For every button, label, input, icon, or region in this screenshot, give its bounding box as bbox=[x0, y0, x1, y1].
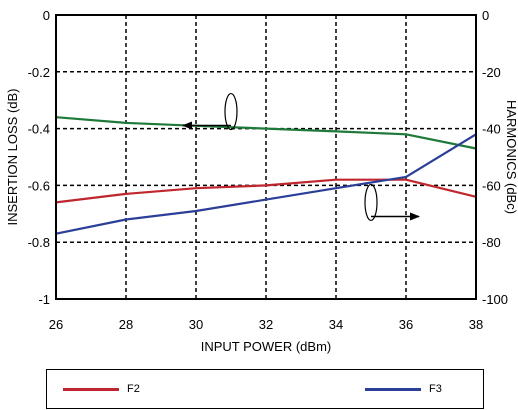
series-line-f2 bbox=[55, 178, 477, 204]
annotation-left-axis-pointer bbox=[182, 92, 238, 131]
y-axis-right-title: HARMONICS (dBc) bbox=[504, 100, 518, 214]
y-right-tick-label: -40 bbox=[482, 122, 501, 137]
series-line-f3 bbox=[55, 133, 477, 235]
x-tick-label: 38 bbox=[469, 317, 483, 332]
legend-item-f3: F3 bbox=[365, 382, 442, 396]
legend-swatch-f2 bbox=[63, 387, 119, 391]
x-tick-label: 26 bbox=[49, 317, 63, 332]
y-right-tick-label: -100 bbox=[482, 292, 508, 307]
y-left-tick-label: -0.4 bbox=[28, 122, 50, 137]
tick-labels: 26 28 30 32 34 36 38 0 0 -0.2 -20 -0.4 -40 -0.6 -60 -0.… bbox=[28, 8, 508, 332]
annotations bbox=[182, 92, 420, 222]
legend-label-f3: F3 bbox=[429, 383, 442, 395]
legend-label-f2: F2 bbox=[127, 383, 140, 395]
y-left-tick-label: -0.2 bbox=[28, 65, 50, 80]
x-tick-label: 32 bbox=[259, 317, 273, 332]
annotation-ellipse bbox=[224, 92, 238, 131]
y-right-tick-label: -80 bbox=[482, 235, 501, 250]
x-tick-label: 28 bbox=[119, 317, 133, 332]
y-left-tick-label: -0.6 bbox=[28, 178, 50, 193]
y-right-tick-label: -60 bbox=[482, 178, 501, 193]
y-left-tick-label: -1 bbox=[38, 292, 50, 307]
annotation-right-axis-pointer bbox=[364, 183, 420, 222]
y-left-tick-label: -0.8 bbox=[28, 235, 50, 250]
x-tick-label: 36 bbox=[399, 317, 413, 332]
legend-swatch-f3 bbox=[365, 387, 421, 391]
y-axis-left-title: INSERTION LOSS (dB) bbox=[5, 88, 20, 225]
plot-frame bbox=[55, 14, 477, 300]
y-right-tick-label: 0 bbox=[482, 8, 489, 23]
y-right-tick-label: -20 bbox=[482, 65, 501, 80]
x-axis-title: INPUT POWER (dBm) bbox=[201, 339, 332, 354]
y-left-tick-label: 0 bbox=[43, 8, 50, 23]
legend-item-f2: F2 bbox=[63, 382, 140, 396]
chart: 26 28 30 32 34 36 38 0 0 -0.2 -20 -0.4 -40 -0.6 -60 -0.… bbox=[5, 8, 518, 354]
annotation-ellipse bbox=[364, 183, 378, 222]
grid bbox=[56, 15, 476, 299]
series-layer bbox=[55, 116, 477, 235]
legend: F2 F3 bbox=[46, 369, 484, 409]
x-tick-label: 34 bbox=[329, 317, 343, 332]
x-tick-label: 30 bbox=[189, 317, 203, 332]
series-line-series-0 bbox=[55, 116, 477, 150]
